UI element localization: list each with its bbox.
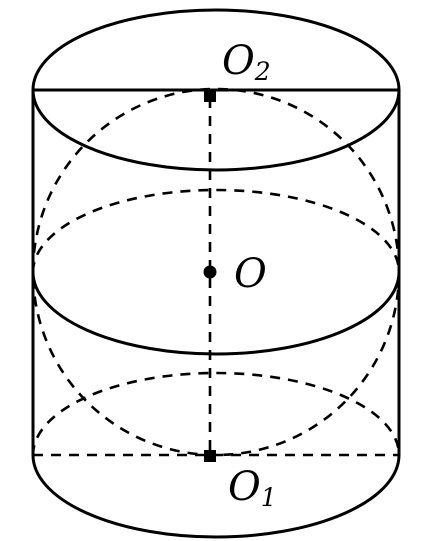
cylinder-bottom-front-arc: [33, 455, 399, 537]
label-o: O: [234, 251, 267, 297]
label-o2: O2: [222, 38, 271, 86]
sphere-equator-front: [33, 272, 399, 354]
label-o1: O1: [228, 464, 277, 512]
cylinder-bottom-back-arc: [33, 373, 399, 455]
point-o2: [204, 90, 216, 102]
point-o: [204, 266, 217, 279]
point-o1: [204, 450, 216, 462]
sphere-equator-back: [33, 190, 399, 272]
